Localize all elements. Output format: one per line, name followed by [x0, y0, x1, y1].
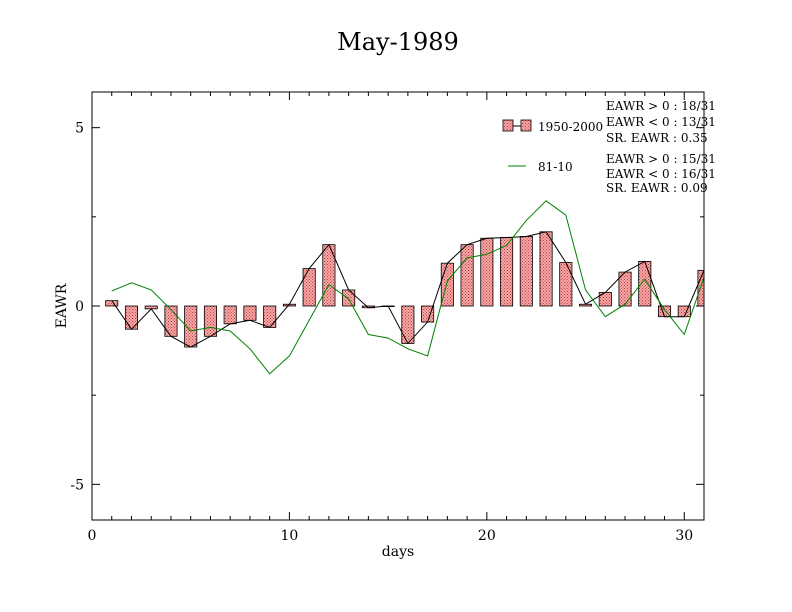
bar-day-31 — [697, 269, 704, 307]
bar-day-6 — [203, 305, 217, 337]
legend-label-81-10: 81-10 — [538, 160, 573, 174]
x-axis-label: days — [382, 544, 414, 560]
line-group — [111, 200, 704, 375]
y-axis: -5 0 5 — [70, 121, 704, 493]
y-tick-label-5: 5 — [75, 121, 84, 137]
legend-stat-81-10-sr: SR. EAWR : 0.09 — [606, 181, 708, 195]
series-line-81-10 — [111, 200, 704, 375]
bar-day-9 — [263, 305, 277, 328]
x-tick-label-30: 30 — [675, 528, 693, 544]
bar-day-28 — [638, 261, 652, 307]
y-tick-label--5: -5 — [70, 477, 84, 493]
legend-stat-1950-2000-sr: SR. EAWR : 0.35 — [606, 131, 708, 145]
bar-day-7 — [223, 305, 237, 325]
bar-day-16 — [401, 305, 415, 344]
legend-stat-1950-2000-negative: EAWR < 0 : 13/31 — [606, 115, 716, 129]
y-tick-label-0: 0 — [75, 299, 84, 315]
x-tick-label-10: 10 — [281, 528, 299, 544]
x-axis: 0 10 20 30 — [88, 92, 705, 544]
bar-group — [105, 231, 704, 348]
legend-swatch-1950-2000-left — [502, 119, 514, 132]
bar-day-23 — [539, 231, 553, 307]
bar-day-20 — [480, 237, 494, 307]
bar-day-22 — [519, 236, 533, 307]
bar-day-18 — [440, 262, 454, 307]
legend-stat-81-10-negative: EAWR < 0 : 16/31 — [606, 167, 716, 181]
bar-day-2 — [124, 305, 139, 330]
bar-day-11 — [302, 268, 316, 307]
legend-label-1950-2000: 1950-2000 — [538, 120, 603, 134]
bar-day-4 — [164, 305, 178, 337]
legend-stat-1950-2000-positive: EAWR > 0 : 18/31 — [606, 99, 716, 113]
series-line-1950-2000 — [111, 231, 704, 348]
legend: 1950-2000 EAWR > 0 : 18/31 EAWR < 0 : 13… — [502, 99, 716, 195]
bar-day-13 — [342, 289, 356, 307]
legend-swatch-1950-2000-right — [520, 119, 532, 132]
legend-stat-81-10-positive: EAWR > 0 : 15/31 — [606, 152, 716, 166]
chart-title: May-1989 — [337, 28, 459, 56]
bar-day-24 — [559, 262, 573, 307]
bar-day-8 — [243, 305, 257, 321]
bar-day-19 — [460, 244, 474, 307]
x-tick-label-0: 0 — [88, 528, 97, 544]
y-axis-label: EAWR — [54, 283, 70, 328]
x-tick-label-20: 20 — [478, 528, 496, 544]
